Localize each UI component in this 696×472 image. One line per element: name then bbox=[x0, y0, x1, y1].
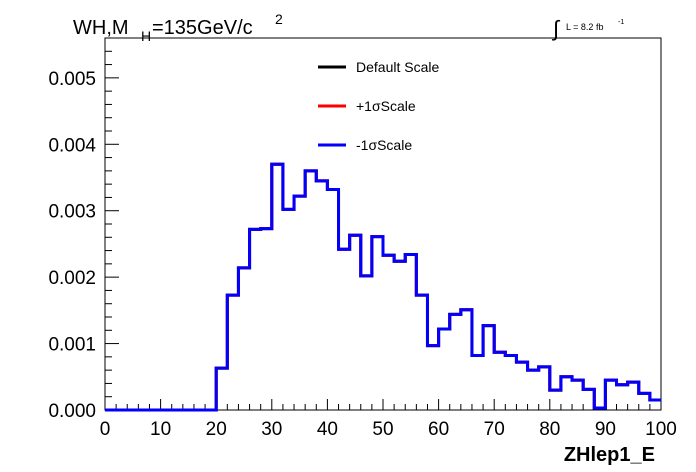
lumi-sup: -1 bbox=[618, 19, 624, 26]
x-tick-label: 60 bbox=[428, 419, 449, 440]
x-axis: 0 10 20 30 40 50 60 70 80 90 100 bbox=[100, 399, 677, 440]
y-tick-label: 0.001 bbox=[48, 335, 96, 356]
legend: Default Scale +1σScale -1σScale bbox=[318, 59, 439, 153]
x-tick-label: 80 bbox=[539, 419, 560, 440]
series-line-plus1sigma bbox=[105, 162, 661, 412]
legend-label-default: Default Scale bbox=[356, 59, 439, 75]
series-lines bbox=[105, 162, 661, 412]
x-tick-label: 10 bbox=[150, 419, 171, 440]
x-tick-label: 30 bbox=[261, 419, 282, 440]
lumi-label: L = 8.2 fb bbox=[566, 22, 603, 32]
x-tick-label: 40 bbox=[317, 419, 338, 440]
y-tick-label: 0.004 bbox=[48, 135, 96, 156]
legend-label-minus: -1σScale bbox=[356, 137, 412, 153]
y-tick-label: 0.005 bbox=[48, 69, 96, 90]
x-tick-label: 100 bbox=[645, 419, 677, 440]
y-axis: 0.000 0.001 0.002 0.003 0.004 0.005 bbox=[48, 37, 119, 422]
x-axis-label: ZHlep1_E bbox=[564, 444, 655, 466]
y-tick-label: 0.002 bbox=[48, 268, 96, 289]
y-tick-label: 0.000 bbox=[48, 401, 96, 422]
chart-title-rest: =135GeV/c bbox=[152, 17, 253, 39]
x-tick-label: 50 bbox=[372, 419, 393, 440]
series-line-minus1sigma bbox=[105, 162, 661, 412]
y-tick-label: 0.003 bbox=[48, 202, 96, 223]
x-tick-label: 70 bbox=[484, 419, 505, 440]
chart-title-sub: H bbox=[141, 28, 151, 44]
chart-title-sup: 2 bbox=[275, 11, 283, 27]
series-line-default bbox=[105, 162, 661, 412]
plot-frame bbox=[104, 37, 662, 411]
x-tick-label: 90 bbox=[595, 419, 616, 440]
chart-title-main: WH,M bbox=[73, 17, 129, 39]
legend-label-plus: +1σScale bbox=[356, 98, 416, 114]
x-tick-label: 20 bbox=[206, 419, 227, 440]
x-tick-label: 0 bbox=[100, 419, 111, 440]
integral-sign: ∫ bbox=[551, 16, 561, 41]
